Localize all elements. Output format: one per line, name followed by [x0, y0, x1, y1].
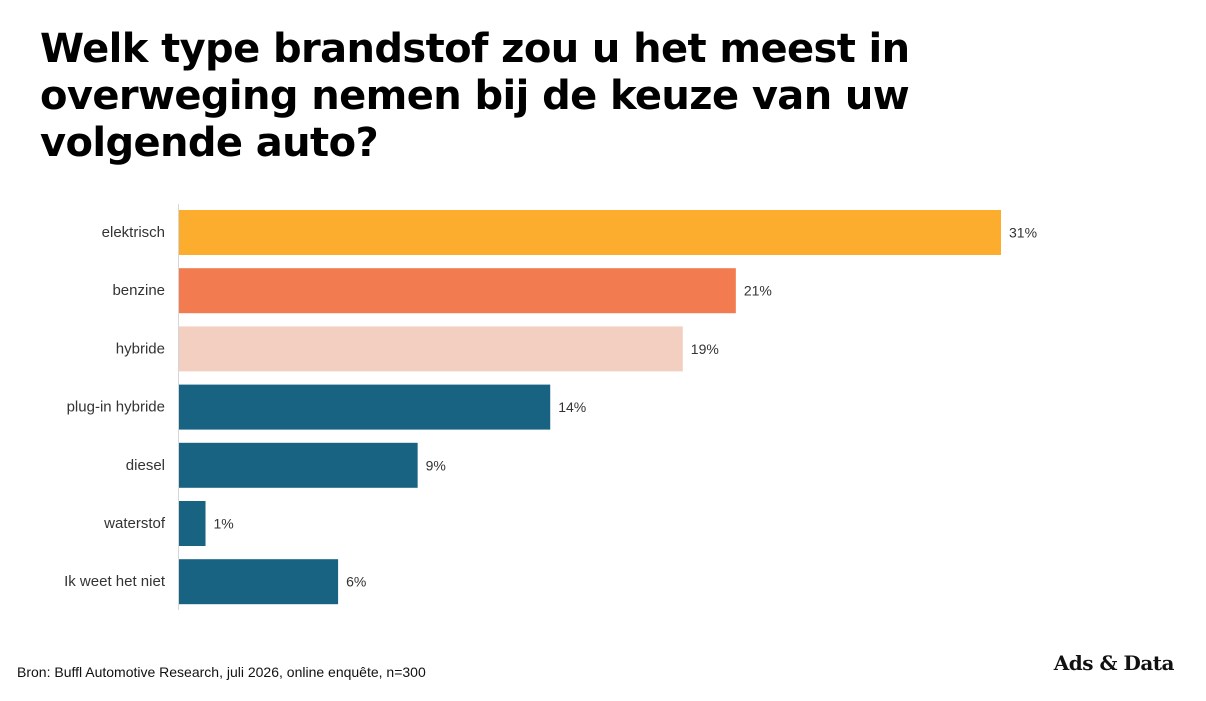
- value-label: 21%: [744, 283, 772, 299]
- bar-benzine: [179, 268, 736, 314]
- category-label: diesel: [126, 457, 165, 474]
- source-note: Bron: Buffl Automotive Research, juli 20…: [17, 664, 426, 680]
- bar-plug-in-hybride: [179, 384, 551, 430]
- bar-elektrisch: [179, 210, 1001, 255]
- bar-hybride: [179, 326, 683, 372]
- bar-ik-weet-het-niet: [179, 559, 339, 605]
- brand-logo: Ads & Data: [1053, 651, 1175, 675]
- category-label: Ik weet het niet: [64, 573, 166, 590]
- category-label: hybride: [116, 340, 165, 357]
- value-label: 14%: [558, 399, 586, 415]
- chart-title: Welk type brandstof zou u het meest in o…: [40, 26, 910, 166]
- category-label: elektrisch: [102, 224, 165, 241]
- category-label: benzine: [112, 282, 165, 299]
- category-label: plug-in hybride: [67, 399, 165, 416]
- bar-diesel: [179, 442, 418, 488]
- value-label: 19%: [691, 341, 719, 357]
- bar-waterstof: [179, 501, 206, 546]
- category-label: waterstof: [103, 515, 166, 532]
- value-label: 1%: [214, 516, 234, 532]
- value-label: 31%: [1009, 225, 1037, 241]
- bars-group: elektrisch 31% benzine 21% hybride 19% plug-in…: [64, 210, 1037, 605]
- value-label: 9%: [426, 457, 446, 473]
- value-label: 6%: [346, 574, 366, 590]
